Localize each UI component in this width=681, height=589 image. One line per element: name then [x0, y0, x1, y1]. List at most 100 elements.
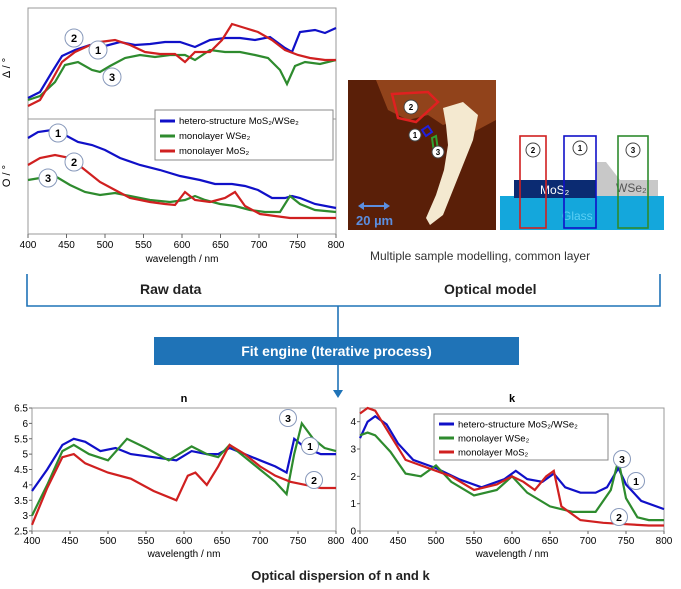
microscope-marker-1: 1	[408, 128, 422, 142]
chart-marker	[279, 409, 297, 427]
y-tick-label: 4	[22, 480, 28, 491]
arrow-down-icon	[333, 390, 343, 398]
raw-x-tick-label: 450	[58, 240, 75, 251]
x-tick-label: 450	[62, 536, 79, 547]
microscope-marker-3: 3	[431, 145, 445, 159]
bracket-line	[26, 274, 661, 307]
legend-label-mos2: monolayer MoS₂	[179, 146, 250, 157]
y-tick-label: 3	[22, 511, 28, 522]
microscope-region-1-outline	[420, 124, 434, 138]
wse2-layer	[596, 162, 658, 196]
x-tick-label: 650	[214, 536, 231, 547]
model-region-1-box	[563, 135, 597, 229]
y-tick-label: 5	[22, 450, 28, 461]
y-tick-label: 6.5	[14, 404, 28, 415]
n-dispersion-chart: n 400 450 500 550 600 650 700 750 800 2.5 3 3.5 4 4.5 5…	[14, 393, 345, 560]
x-tick-label: 400	[352, 536, 369, 547]
psi-axis-label: Ο / °	[1, 165, 13, 187]
raw-marker-bottom-3: 3	[38, 168, 58, 188]
x-tick-label: 400	[24, 536, 41, 547]
series-line-0	[359, 414, 665, 511]
x-tick-label: 600	[504, 536, 521, 547]
svg-text:3: 3	[45, 173, 51, 185]
k-dispersion-chart: k 400 450 500 550 600 650 700 750 800 0 1 2 3 4 wavelen…	[350, 393, 673, 560]
series-line-2	[30, 443, 336, 526]
svg-text:1: 1	[95, 45, 101, 57]
model-marker-3: 3	[625, 142, 641, 158]
y-tick-label: 4.5	[14, 465, 28, 476]
x-tick-label: 500	[428, 536, 445, 547]
svg-text:3: 3	[631, 146, 636, 155]
microscope-image: 2 1 3 20 µm	[348, 80, 496, 230]
y-tick-label: 2	[350, 472, 356, 483]
raw-marker-bottom-2: 2	[64, 152, 84, 172]
x-tick-label: 500	[100, 536, 117, 547]
chart-title: k	[509, 393, 516, 405]
y-tick-label: 3.5	[14, 496, 28, 507]
mos2-label: MoS₂	[540, 183, 570, 197]
chart-marker-label: 2	[616, 512, 622, 524]
model-caption: Multiple sample modelling, common layer	[370, 249, 591, 263]
glass-label: Glass	[562, 209, 593, 223]
scale-arrow-right-icon	[384, 202, 390, 210]
raw-psi-wse2-line	[27, 174, 337, 214]
chart-marker	[627, 472, 645, 490]
x-tick-label: 700	[580, 536, 597, 547]
model-region-2-box	[519, 135, 547, 229]
plot-area	[31, 407, 337, 532]
y-tick-label: 3	[350, 445, 356, 456]
x-axis-label: wavelength / nm	[475, 549, 549, 560]
series-line-1	[31, 420, 337, 517]
chart-marker-label: 3	[285, 413, 291, 425]
y-tick-label: 2.5	[14, 527, 28, 538]
series-line-0	[31, 436, 336, 492]
raw-x-axis-label: wavelength / nm	[145, 254, 219, 265]
raw-x-tick-label: 600	[174, 240, 191, 251]
svg-text:2: 2	[71, 157, 77, 169]
chart-marker	[610, 508, 628, 526]
optical-model-label: Optical model	[444, 281, 537, 297]
y-tick-label: 5.5	[14, 434, 28, 445]
y-tick-label: 0	[350, 527, 356, 538]
x-tick-label: 800	[656, 536, 673, 547]
mos2-layer	[514, 180, 596, 198]
svg-text:2: 2	[531, 146, 536, 155]
legend-box	[433, 413, 609, 461]
x-axis-label: wavelength / nm	[147, 549, 221, 560]
fit-engine-banner: Fit engine (Iterative process)	[154, 337, 519, 365]
y-tick-label: 4	[350, 417, 356, 428]
wse2-label: WSe₂	[616, 181, 647, 195]
microscope-bright-flake	[426, 102, 478, 225]
raw-data-chart: Δ / ° Ο / ° 400 450 500 550 600 650 700 750 800 …	[1, 7, 345, 265]
chart-marker-label: 1	[633, 476, 639, 488]
raw-delta-mos2-line	[27, 22, 336, 107]
scale-arrow-left-icon	[358, 202, 364, 210]
raw-x-tick-label: 750	[289, 240, 306, 251]
legend-label-wse2: monolayer WSe₂	[179, 131, 251, 142]
raw-x-tick-label: 400	[20, 240, 37, 251]
connector-lines	[26, 274, 661, 398]
chart-marker-label: 1	[307, 441, 313, 453]
delta-axis-label: Δ / °	[1, 58, 13, 78]
x-tick-label: 750	[618, 536, 635, 547]
raw-x-tick-label: 650	[212, 240, 229, 251]
model-marker-2: 2	[525, 142, 541, 158]
y-tick-label: 1	[350, 499, 356, 510]
x-tick-label: 450	[390, 536, 407, 547]
raw-x-tick-label: 500	[97, 240, 114, 251]
raw-marker-top-2: 2	[64, 28, 84, 48]
chart-marker-label: 2	[311, 475, 317, 487]
x-tick-label: 750	[290, 536, 307, 547]
svg-text:3: 3	[436, 148, 441, 157]
chart-marker	[301, 437, 319, 455]
x-tick-label: 700	[252, 536, 269, 547]
svg-text:2: 2	[71, 33, 77, 45]
x-tick-label: 550	[138, 536, 155, 547]
model-diagram: MoS₂ WSe₂ Glass 2 1 3	[500, 135, 664, 230]
raw-x-tick-label: 700	[251, 240, 268, 251]
model-marker-1: 1	[572, 140, 588, 156]
raw-marker-top-3: 3	[102, 67, 122, 87]
svg-text:3: 3	[109, 72, 115, 84]
series-line-2	[359, 406, 664, 527]
raw-x-tick-label: 550	[135, 240, 152, 251]
